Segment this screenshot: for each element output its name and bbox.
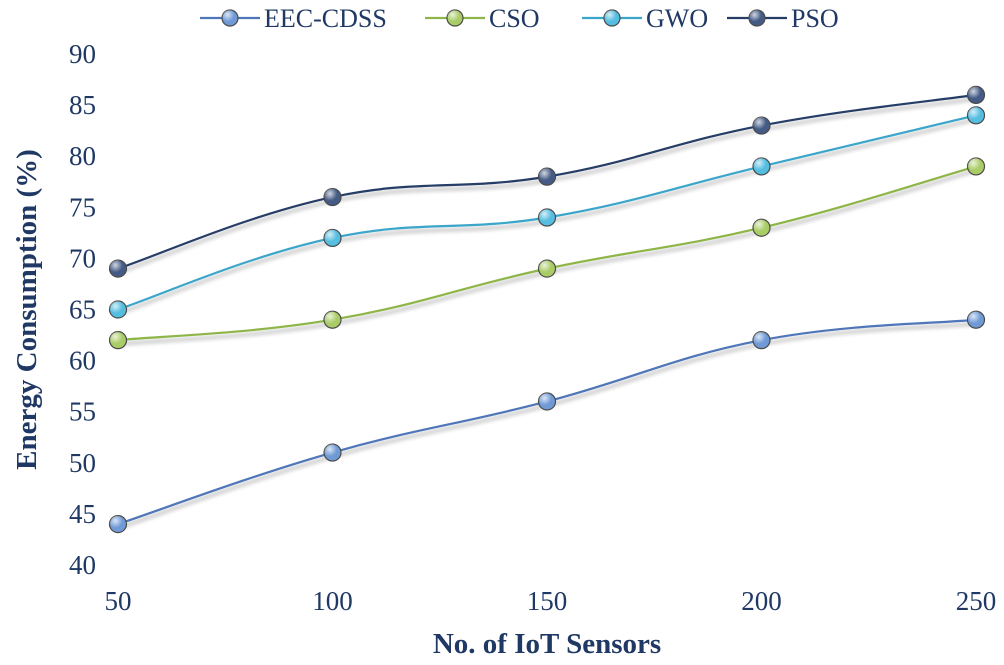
data-point-highlight <box>538 392 556 410</box>
y-axis-ticks: 40 45 50 55 60 65 70 75 80 85 90 <box>69 39 96 580</box>
data-point-highlight <box>324 229 341 247</box>
data-point-highlight <box>967 157 985 175</box>
data-point-highlight <box>753 157 770 175</box>
legend-marker-highlight <box>447 10 463 26</box>
data-point-highlight <box>753 117 770 135</box>
y-tick-label: 80 <box>69 141 96 171</box>
x-axis-ticks: 50 100 150 200 250 <box>105 586 997 616</box>
x-tick-label: 150 <box>527 586 568 616</box>
legend-item: EEC-CDSS <box>200 4 387 33</box>
data-point-highlight <box>967 106 985 124</box>
y-tick-label: 90 <box>69 39 96 69</box>
legend-label: PSO <box>791 4 839 33</box>
data-point-highlight <box>753 219 770 237</box>
legend-item: CSO <box>425 4 540 33</box>
data-point-highlight <box>967 311 985 329</box>
legend-label: GWO <box>646 4 708 33</box>
legend-marker-highlight <box>222 10 238 26</box>
series-pso <box>108 85 986 278</box>
legend-marker-highlight <box>604 10 620 26</box>
legend-label: EEC-CDSS <box>264 4 387 33</box>
x-axis-title: No. of IoT Sensors <box>433 628 661 660</box>
legend-label: CSO <box>489 4 540 33</box>
y-tick-label: 45 <box>69 499 96 529</box>
legend-item: PSO <box>727 4 839 33</box>
data-point-highlight <box>538 168 556 186</box>
y-tick-label: 50 <box>69 448 96 478</box>
x-tick-label: 50 <box>105 586 132 616</box>
x-tick-label: 200 <box>741 586 782 616</box>
legend-marker-highlight <box>749 10 765 26</box>
y-tick-label: 75 <box>69 192 96 222</box>
data-point-highlight <box>324 188 341 206</box>
data-point-highlight <box>538 209 556 227</box>
series-cso <box>108 157 986 350</box>
legend: EEC-CDSS CSO GWO PSO <box>200 4 839 33</box>
y-tick-label: 40 <box>69 550 96 580</box>
data-point-highlight <box>109 260 127 278</box>
y-tick-label: 60 <box>69 346 96 376</box>
series-gwo <box>108 106 986 319</box>
y-tick-label: 65 <box>69 295 96 325</box>
y-tick-label: 70 <box>69 243 96 273</box>
data-point-highlight <box>324 311 341 329</box>
y-tick-label: 55 <box>69 397 96 427</box>
y-axis-title: Energy Consumption (%) <box>11 149 43 470</box>
data-point-highlight <box>324 444 341 462</box>
data-point-highlight <box>538 260 556 278</box>
data-point-highlight <box>109 301 127 318</box>
series-layer <box>108 85 986 534</box>
data-point-highlight <box>753 331 770 349</box>
y-tick-label: 85 <box>69 90 96 120</box>
legend-item: GWO <box>582 4 708 33</box>
series-line <box>117 165 977 342</box>
x-tick-label: 100 <box>312 586 353 616</box>
data-point-highlight <box>967 86 985 104</box>
data-point-highlight <box>109 515 127 533</box>
x-tick-label: 250 <box>956 586 997 616</box>
series-eec-cdss <box>108 310 986 534</box>
series-line <box>117 318 977 526</box>
data-point-highlight <box>109 331 127 349</box>
